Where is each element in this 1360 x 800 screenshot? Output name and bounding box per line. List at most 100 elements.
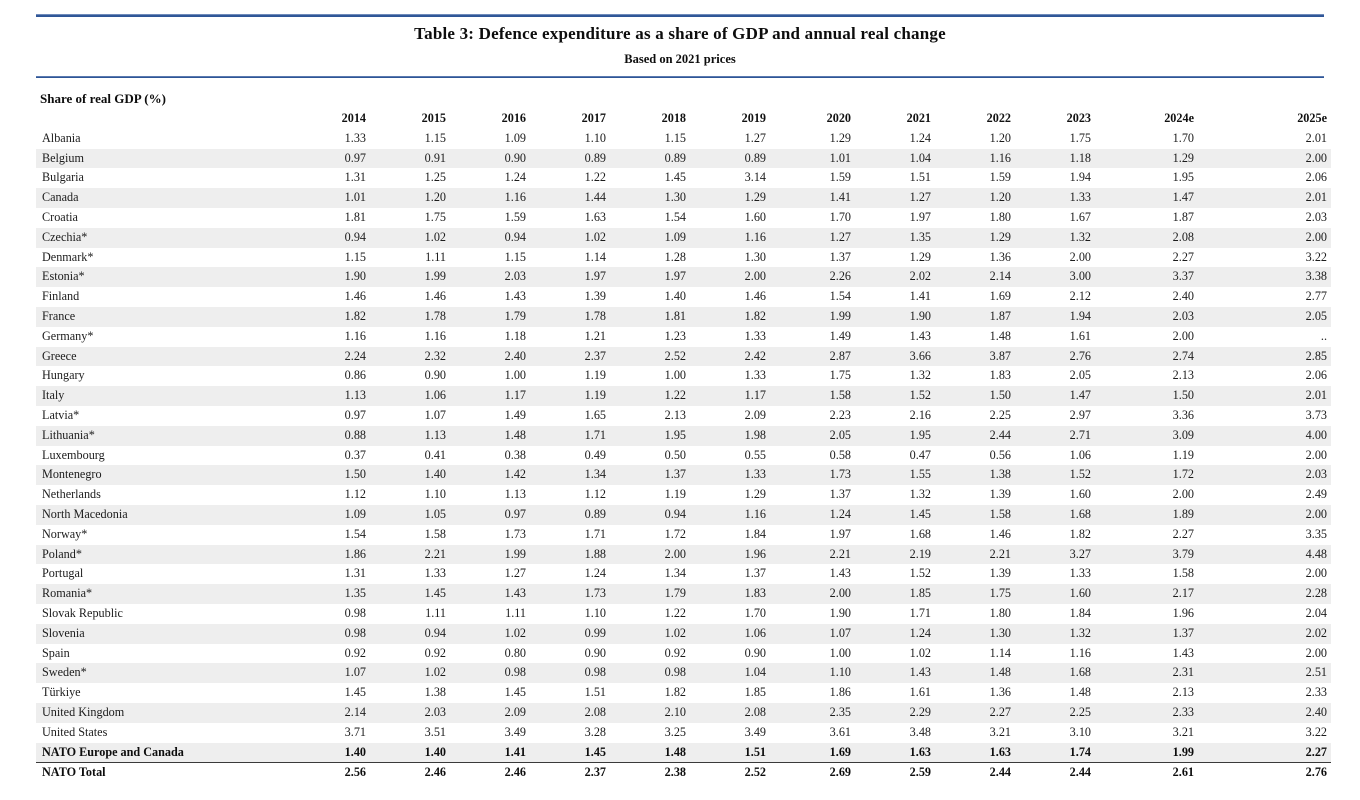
value-cell: 1.37 (744, 566, 766, 581)
value-cell: 0.94 (424, 625, 446, 640)
value-cell: 1.73 (584, 586, 606, 601)
value-cell: 1.24 (909, 625, 931, 640)
year-column-header: 2022 (986, 111, 1011, 125)
value-cell: 1.97 (664, 269, 686, 284)
value-cell: 1.99 (1172, 744, 1194, 759)
country-cell: Türkiye (42, 685, 81, 700)
value-cell: 1.60 (744, 209, 766, 224)
value-cell: 1.29 (909, 249, 931, 264)
value-cell: 1.09 (664, 229, 686, 244)
value-cell: 1.16 (344, 328, 366, 343)
value-cell: 1.07 (344, 665, 366, 680)
value-cell: 3.28 (584, 724, 606, 739)
value-cell: 1.27 (504, 566, 526, 581)
value-cell: 1.21 (584, 328, 606, 343)
value-cell: 1.24 (584, 566, 606, 581)
value-cell: 3.51 (424, 724, 446, 739)
country-cell: NATO Total (36, 762, 286, 784)
value-cell: 3.37 (1172, 269, 1194, 284)
value-cell: 0.89 (584, 506, 606, 521)
country-cell: Croatia (42, 209, 78, 224)
value-cell: 1.09 (344, 506, 366, 521)
value-cell: 1.04 (744, 665, 766, 680)
top-rule (36, 14, 1324, 17)
value-cell: 2.06 (1305, 368, 1327, 383)
value-cell: 2.37 (584, 348, 606, 363)
value-cell: 1.01 (344, 190, 366, 205)
table-row: Albania 1.33 1.15 1.09 1.10 1.15 1.27 1.29 1.24 1… (36, 129, 1331, 149)
value-cell: 3.09 (1172, 427, 1194, 442)
value-cell: 1.10 (829, 665, 851, 680)
value-cell: 2.21 (829, 546, 851, 561)
value-cell: 2.00 (664, 546, 686, 561)
value-cell: 1.46 (989, 526, 1011, 541)
value-cell: 1.16 (504, 190, 526, 205)
country-cell: Czechia* (42, 229, 88, 244)
value-cell: 1.73 (504, 526, 526, 541)
value-cell: 1.27 (744, 130, 766, 145)
value-cell: 1.29 (744, 190, 766, 205)
value-cell: 1.78 (424, 308, 446, 323)
value-cell: 0.94 (504, 229, 526, 244)
value-cell: 0.98 (664, 665, 686, 680)
value-cell: 1.96 (744, 546, 766, 561)
year-column-header: 2019 (741, 111, 766, 125)
table-row: Norway* 1.54 1.58 1.73 1.71 1.72 1.84 1.97 1.68 1… (36, 525, 1331, 545)
table-row: North Macedonia 1.09 1.05 0.97 0.89 0.94 1.16 1… (36, 504, 1331, 525)
value-cell: 1.48 (664, 744, 686, 759)
value-cell: 2.29 (909, 704, 931, 719)
value-cell: 1.59 (989, 170, 1011, 185)
country-cell: Norway* (42, 526, 88, 541)
value-cell: 1.80 (989, 209, 1011, 224)
table-row: Netherlands 1.12 1.10 1.13 1.12 1.19 1.29 1.37 1… (36, 485, 1331, 505)
value-cell: 2.77 (1305, 289, 1327, 304)
value-cell: 3.21 (989, 724, 1011, 739)
value-cell: 1.12 (584, 487, 606, 502)
value-cell: 1.06 (1069, 447, 1091, 462)
country-cell: Denmark* (42, 249, 94, 264)
value-cell: 2.00 (1305, 506, 1327, 521)
value-cell: 1.02 (424, 665, 446, 680)
value-cell: 1.29 (829, 130, 851, 145)
value-cell: 1.37 (1172, 625, 1194, 640)
value-cell: 1.82 (744, 308, 766, 323)
value-cell: 1.38 (424, 685, 446, 700)
value-cell: 1.40 (664, 289, 686, 304)
value-cell: 1.33 (344, 130, 366, 145)
value-cell: 3.35 (1305, 526, 1327, 541)
value-cell: 1.16 (989, 150, 1011, 165)
value-cell: 3.61 (829, 724, 851, 739)
value-cell: 1.45 (344, 685, 366, 700)
value-cell: 1.11 (425, 249, 446, 264)
country-cell: Lithuania* (42, 427, 95, 442)
year-header-row: 2014 2015 2016 2017 2018 2019 2020 2021 2022 2023… (36, 109, 1331, 129)
value-cell: 1.99 (504, 546, 526, 561)
value-cell: 2.24 (344, 348, 366, 363)
value-cell: 1.63 (909, 744, 931, 759)
value-cell: 2.40 (1305, 704, 1327, 719)
country-cell: Luxembourg (42, 447, 105, 462)
value-cell: 1.68 (1069, 665, 1091, 680)
value-cell: 1.33 (744, 368, 766, 383)
country-cell: Slovak Republic (42, 605, 123, 620)
value-cell: 1.75 (989, 586, 1011, 601)
value-cell: 1.48 (1069, 685, 1091, 700)
value-cell: 1.74 (1069, 744, 1091, 759)
value-cell: 1.87 (989, 308, 1011, 323)
value-cell: 2.49 (1305, 487, 1327, 502)
value-cell: 2.69 (766, 762, 851, 784)
value-cell: 1.41 (909, 289, 931, 304)
value-cell: 1.90 (909, 308, 931, 323)
value-cell: 1.02 (424, 229, 446, 244)
table-row: Romania* 1.35 1.45 1.43 1.73 1.79 1.83 2.00 1.85… (36, 584, 1331, 604)
value-cell: 0.97 (504, 506, 526, 521)
value-cell: 1.14 (584, 249, 606, 264)
country-cell: Bulgaria (42, 170, 84, 185)
value-cell: 1.15 (664, 130, 686, 145)
value-cell: 2.17 (1172, 586, 1194, 601)
value-cell: 1.58 (1172, 566, 1194, 581)
value-cell: 3.38 (1305, 269, 1327, 284)
value-cell: 1.54 (829, 289, 851, 304)
value-cell: 2.85 (1305, 348, 1327, 363)
value-cell: 2.13 (1172, 685, 1194, 700)
